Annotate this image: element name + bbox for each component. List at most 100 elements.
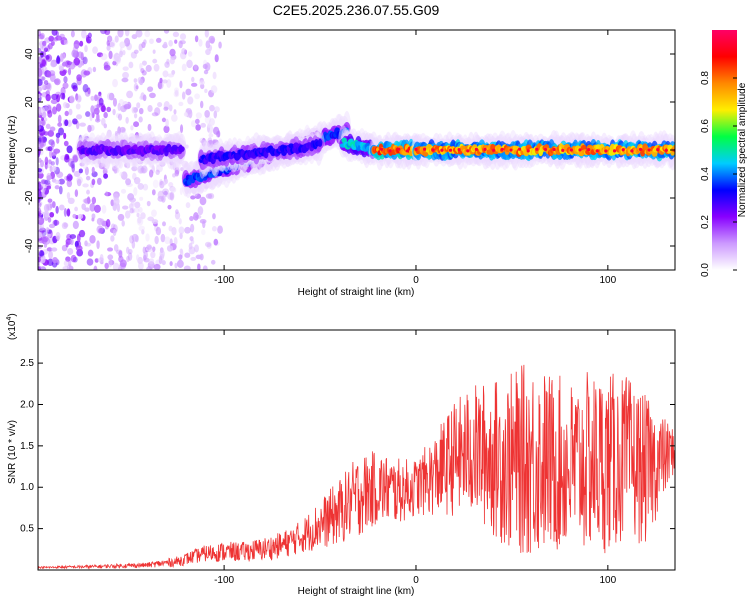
spectrogram-noise-blob — [193, 212, 199, 221]
spectrogram-peak-dot — [397, 147, 401, 151]
spectrogram-peak-dot — [621, 148, 625, 152]
spectrogram-noise-blob — [58, 127, 65, 136]
spectrogram-noise-blob — [67, 67, 72, 76]
spectrogram-noise-blob — [82, 198, 89, 204]
spectrogram-noise-blob — [121, 77, 129, 83]
spectrogram-noise-blob — [103, 111, 108, 119]
spectrogram-noise-blob — [189, 236, 194, 242]
spectrogram-ytick-label: -40 — [24, 238, 35, 253]
spectrogram-noise-blob — [147, 216, 155, 222]
spectrogram-peak-dot — [612, 149, 617, 153]
spectrogram-noise-blob — [38, 93, 41, 99]
spectrogram-noise-blob — [82, 183, 89, 188]
spectrogram-noise-blob — [103, 64, 111, 71]
spectrogram-noise-blob — [190, 223, 195, 233]
spectrogram-noise-blob — [201, 229, 206, 236]
spectrogram-noise-blob — [138, 107, 144, 115]
spectrogram-noise-blob — [38, 157, 42, 163]
spectrogram-noise-blob — [161, 117, 167, 123]
spectrogram-noise-blob — [85, 175, 91, 181]
snr-panel: -100 0 100 0.5 1.0 1.5 2.0 2.5 Height of straig… — [6, 313, 676, 597]
spectrogram-noise-blob — [86, 36, 92, 44]
spectrogram-noise-blob — [44, 179, 51, 186]
spectrogram-noise-blob — [106, 45, 111, 51]
spectrogram-noise-blob — [68, 258, 72, 267]
spectrogram-noise-blob — [114, 35, 119, 43]
spectrogram-noise-blob — [75, 103, 81, 110]
spectrogram-noise-blob — [125, 246, 130, 254]
spectrogram-noise-blob — [91, 213, 96, 220]
spectrogram-noise-blob — [81, 30, 87, 39]
spectrogram-noise-blob — [208, 193, 215, 200]
spectrogram-noise-blob — [179, 232, 183, 240]
spectrogram-noise-blob — [57, 114, 62, 124]
spectrogram-noise-blob — [164, 236, 171, 245]
spectrogram-noise-blob — [146, 266, 153, 270]
spectrogram-noise-blob — [155, 169, 160, 176]
spectrogram-noise-blob — [139, 196, 144, 201]
spectrogram-noise-blob — [45, 93, 51, 102]
spectrogram-noise-blob — [49, 126, 56, 132]
spectrogram-noise-blob — [54, 179, 61, 185]
spectrogram-noise-blob — [108, 259, 115, 266]
page-title: C2E5.2025.236.07.55.G09 — [273, 2, 440, 18]
spectrogram-noise-blob — [74, 189, 79, 198]
spectrogram-noise-blob — [90, 95, 95, 101]
snr-ytick-label: 1.5 — [20, 441, 34, 452]
spectrogram-peak-dot — [500, 147, 504, 151]
spectrogram-noise-blob — [104, 30, 111, 36]
spectrogram-noise-blob — [49, 211, 55, 218]
snr-ytick-label: 2.5 — [20, 358, 34, 369]
spectrogram-noise-blob — [101, 204, 107, 214]
spectrogram-noise-blob — [169, 48, 176, 57]
spectrogram-noise-blob — [73, 170, 81, 177]
spectrogram-noise-blob — [46, 175, 52, 181]
spectrogram-peak-dot — [423, 147, 427, 151]
spectrogram-noise-blob — [72, 155, 79, 163]
spectrogram-noise-blob — [137, 183, 144, 190]
spectrogram-noise-blob — [94, 94, 98, 102]
spectrogram-noise-blob — [163, 178, 167, 186]
spectrogram-noise-blob — [90, 105, 95, 114]
spectrogram-noise-blob — [96, 52, 104, 58]
spectrogram-noise-blob — [151, 189, 156, 196]
spectrogram-noise-blob — [197, 263, 201, 270]
spectrogram-peak-dot — [379, 147, 384, 151]
spectrogram-noise-blob — [73, 57, 81, 66]
spectrogram-noise-blob — [113, 244, 119, 252]
spectrogram-noise-blob — [94, 204, 101, 213]
spectrogram-noise-blob — [112, 97, 118, 107]
spectrogram-noise-blob — [42, 40, 47, 47]
spectrogram-noise-blob — [60, 92, 65, 100]
spectrogram-noise-blob — [119, 50, 124, 58]
spectrogram-noise-blob — [178, 101, 184, 107]
spectrogram-peak-dot — [587, 148, 591, 152]
spectrogram-noise-blob — [133, 82, 139, 92]
spectrogram-noise-blob — [51, 247, 58, 252]
spectrogram-noise-blob — [50, 140, 56, 148]
spectrogram-noise-blob — [194, 193, 202, 199]
spectrogram-noise-blob — [214, 106, 220, 113]
spectrogram-noise-blob — [38, 226, 44, 232]
spectrogram-noise-blob — [171, 226, 177, 236]
spectrogram-noise-blob — [45, 104, 52, 111]
spectrogram-noise-blob — [185, 202, 191, 209]
spectrogram-noise-blob — [133, 78, 138, 83]
spectrogram-noise-blob — [73, 40, 80, 49]
spectrogram-noise-blob — [79, 40, 84, 47]
spectrogram-noise-blob — [159, 77, 163, 84]
spectrogram-noise-blob — [154, 235, 159, 245]
spectrogram-noise-blob — [62, 266, 70, 270]
spectrogram-noise-blob — [179, 80, 183, 89]
spectrogram-noise-blob — [55, 35, 63, 41]
spectrogram-noise-blob — [206, 242, 212, 249]
spectrogram-noise-blob — [41, 188, 45, 197]
spectrogram-peak-dot — [448, 148, 453, 152]
spectrogram-noise-blob — [51, 151, 57, 156]
spectrogram-noise-blob — [101, 117, 106, 126]
spectrogram-noise-blob — [38, 211, 41, 218]
snr-multiplier-exp: 4 — [6, 317, 13, 321]
spectrogram-noise-blob — [47, 258, 54, 267]
spectrogram-ridge — [75, 110, 675, 199]
spectrogram-noise-blob — [66, 60, 73, 66]
